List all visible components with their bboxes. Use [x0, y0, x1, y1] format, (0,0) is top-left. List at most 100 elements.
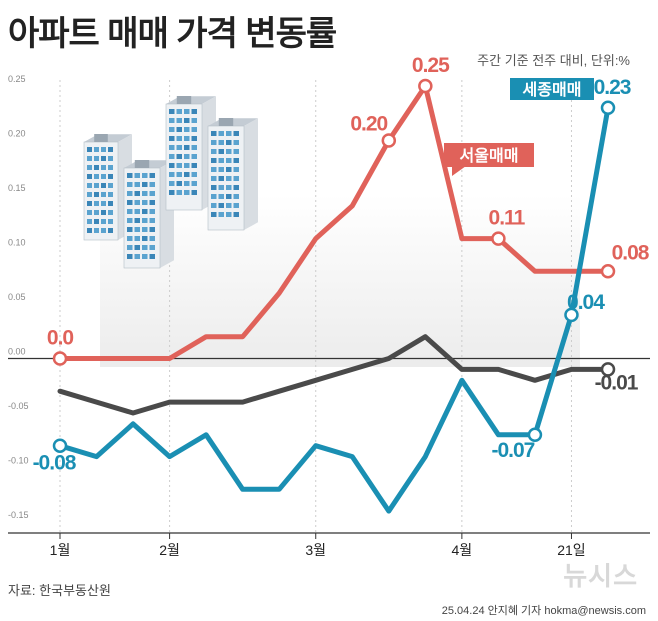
building-window [142, 209, 148, 214]
building-window [169, 127, 175, 132]
building-window [87, 147, 92, 152]
building-window [87, 156, 92, 161]
building-window [211, 158, 217, 163]
building-window [169, 145, 175, 150]
building-window [87, 183, 92, 188]
building-window [218, 194, 224, 199]
building-window [233, 131, 239, 136]
building-window [233, 158, 239, 163]
data-point [491, 231, 506, 246]
building-window [94, 201, 99, 206]
building-window [94, 174, 99, 179]
building-window [142, 191, 148, 196]
building-window [191, 172, 197, 177]
building-window [211, 203, 217, 208]
building-window [87, 210, 92, 215]
building-window [108, 219, 113, 224]
building-window [101, 165, 106, 170]
building-window [127, 254, 133, 259]
chart-subtitle: 주간 기준 전주 대비, 단위:% [477, 53, 630, 68]
y-tick-label: 0.20 [8, 129, 26, 139]
building-window [134, 200, 140, 205]
data-point [52, 351, 68, 366]
building-window [127, 209, 133, 214]
building-window [169, 181, 175, 186]
building-window [101, 219, 106, 224]
building-window [142, 182, 148, 187]
building-window [101, 228, 106, 233]
data-point [600, 100, 616, 116]
building-window [184, 109, 190, 114]
building-window [169, 163, 175, 168]
building-window [127, 173, 133, 178]
building-window [211, 131, 217, 136]
y-tick-label: 0.15 [8, 183, 26, 193]
building-window [226, 149, 232, 154]
building-window [191, 163, 197, 168]
building-window [184, 163, 190, 168]
data-point [600, 362, 616, 377]
legend-sejong: 세종매매 [510, 78, 594, 100]
building-window [184, 172, 190, 177]
x-tick-label: 4월 [452, 542, 473, 558]
building-window [87, 174, 92, 179]
building-window [218, 140, 224, 145]
building-window [108, 147, 113, 152]
legend-sejong-label: 세종매매 [523, 81, 582, 99]
data-point [600, 264, 616, 279]
chart-background-band [100, 195, 580, 367]
data-label: 0.23 [594, 76, 631, 99]
building-window [134, 245, 140, 250]
building-window [142, 254, 148, 259]
building-window [149, 254, 155, 259]
y-tick-label: -0.05 [8, 401, 29, 411]
building-window [218, 185, 224, 190]
building-window [108, 174, 113, 179]
building-window [134, 191, 140, 196]
building-window [233, 194, 239, 199]
building-rooftop [176, 96, 192, 104]
building-window [101, 192, 106, 197]
building-window [184, 145, 190, 150]
building-window [191, 181, 197, 186]
legend-layer: 서울매매 세종매매 [444, 78, 594, 176]
building-window [87, 201, 92, 206]
building-window [226, 194, 232, 199]
x-tick-label: 3월 [305, 542, 326, 558]
series-national: -0.01 [57, 334, 640, 416]
building-window [101, 201, 106, 206]
legend-seoul-pointer [452, 166, 466, 176]
x-tick-label: 1월 [50, 542, 71, 558]
building-window [108, 201, 113, 206]
building-window [142, 218, 148, 223]
building-window [184, 136, 190, 141]
data-label: 0.20 [350, 113, 387, 136]
building-rooftop [134, 160, 150, 168]
building-window [218, 212, 224, 217]
building-window [184, 181, 190, 186]
building-window [101, 174, 106, 179]
x-tick-label: 21일 [557, 542, 585, 558]
building-window [176, 172, 182, 177]
building-window [134, 218, 140, 223]
building-window [101, 183, 106, 188]
building-window [191, 127, 197, 132]
legend-seoul: 서울매매 [444, 143, 534, 176]
building-window [149, 227, 155, 232]
building-window [134, 236, 140, 241]
data-label: -0.01 [595, 371, 639, 394]
building-window [226, 185, 232, 190]
building-window [191, 154, 197, 159]
building-window [169, 109, 175, 114]
data-label: 0.0 [47, 327, 74, 350]
building-window [87, 228, 92, 233]
legend-sejong-box [510, 78, 594, 100]
building-window [149, 209, 155, 214]
series-layer: -0.010.00.200.250.110.08-0.08-0.070.040.… [33, 54, 651, 514]
building-window [127, 245, 133, 250]
building-window [233, 140, 239, 145]
building-side [244, 118, 258, 230]
building-window [211, 149, 217, 154]
building-window [87, 165, 92, 170]
data-point [52, 438, 68, 453]
